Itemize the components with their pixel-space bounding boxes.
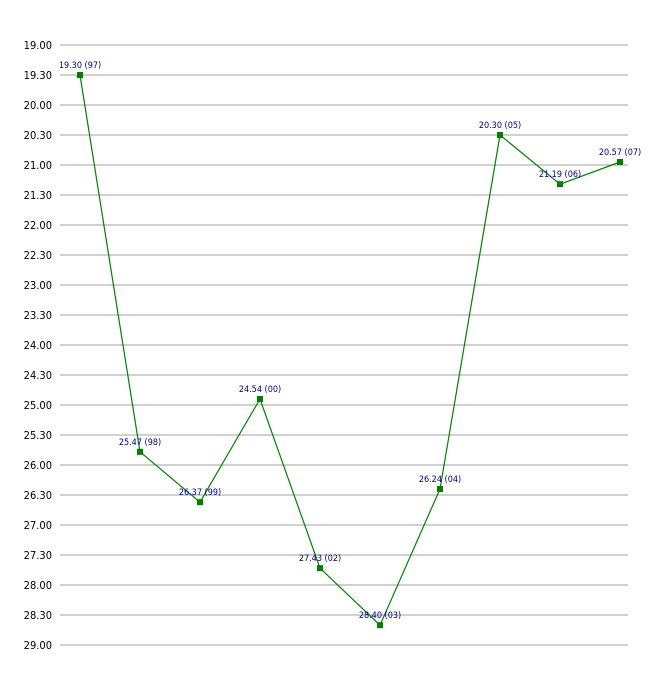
y-tick-label: 26.30: [24, 489, 52, 502]
data-point-marker: [437, 486, 443, 492]
data-point-label: 21.19 (06): [539, 170, 581, 180]
data-point-marker: [617, 159, 623, 165]
data-point-marker: [317, 565, 323, 572]
y-tick-label: 27.00: [24, 519, 52, 532]
data-point-marker: [377, 622, 383, 629]
data-point-marker: [257, 396, 263, 402]
data-point-marker: [557, 181, 563, 188]
data-point-label: 20.30 (05): [479, 121, 521, 131]
data-point-label: 20.57 (07): [599, 148, 641, 158]
y-tick-label: 22.30: [24, 249, 52, 262]
data-point-marker: [77, 72, 83, 78]
y-tick-label: 20.30: [24, 129, 52, 142]
data-point-label: 19.30 (97): [59, 61, 101, 71]
grid-lines: [60, 44, 628, 646]
data-point-marker: [197, 499, 203, 506]
data-point-marker: [497, 132, 503, 138]
y-tick-label: 19.00: [24, 39, 52, 52]
y-tick-label: 24.00: [24, 339, 52, 352]
series-line: [79, 74, 621, 627]
y-tick-label: 26.00: [24, 459, 52, 472]
data-point-label: 28.40 (03): [359, 611, 401, 621]
y-tick-label: 29.00: [24, 639, 52, 652]
y-tick-label: 27.30: [24, 549, 52, 562]
y-tick-label: 25.00: [24, 399, 52, 412]
data-point-marker: [137, 448, 143, 455]
data-labels: 19.30 (97) 25.47 (98) 26.37 (99) 24.54 (00)…: [59, 61, 641, 621]
y-tick-label: 23.00: [24, 279, 52, 292]
y-tick-label: 20.00: [24, 99, 52, 112]
data-point-label: 26.24 (04): [419, 475, 461, 485]
y-tick-label: 25.30: [24, 429, 52, 442]
y-tick-label: 19.30: [24, 69, 52, 82]
series-line-group: [79, 74, 621, 627]
y-tick-label: 24.30: [24, 369, 52, 382]
y-axis-tick-labels: 19.00 19.30 20.00 20.30 21.00 21.30 22.00 22.30…: [24, 39, 52, 652]
data-point-label: 24.54 (00): [239, 385, 281, 395]
data-point-label: 26.37 (99): [179, 488, 221, 498]
y-tick-label: 23.30: [24, 309, 52, 322]
y-tick-label: 22.00: [24, 219, 52, 232]
data-point-label: 25.47 (98): [119, 438, 161, 448]
y-tick-label: 28.30: [24, 609, 52, 622]
y-tick-label: 21.00: [24, 159, 52, 172]
data-markers: [77, 72, 623, 629]
data-point-label: 27.43 (02): [299, 554, 341, 564]
y-tick-label: 21.30: [24, 189, 52, 202]
y-tick-label: 28.00: [24, 579, 52, 592]
